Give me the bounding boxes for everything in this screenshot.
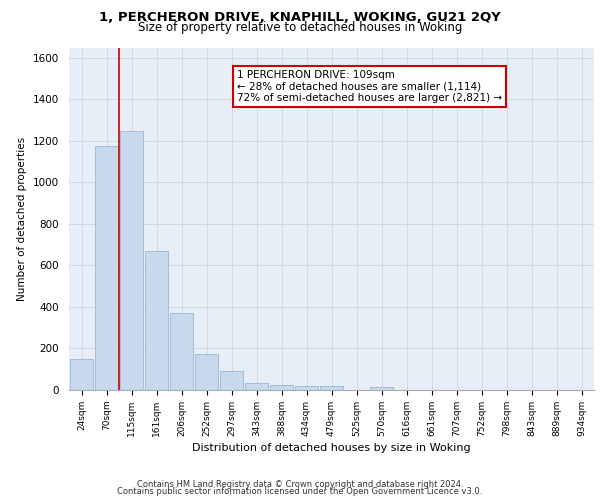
Bar [70, 359, 94, 390]
Text: 1 PERCHERON DRIVE: 109sqm
← 28% of detached houses are smaller (1,114)
72% of se: 1 PERCHERON DRIVE: 109sqm ← 28% of detac… [237, 70, 502, 103]
Bar [295, 386, 319, 390]
Bar [119, 130, 143, 390]
Bar [145, 251, 169, 390]
Text: Contains public sector information licensed under the Open Government Licence v3: Contains public sector information licen… [118, 487, 482, 496]
Bar [245, 382, 268, 390]
Bar [320, 386, 343, 390]
X-axis label: Distribution of detached houses by size in Woking: Distribution of detached houses by size … [192, 443, 471, 453]
Text: 1, PERCHERON DRIVE, KNAPHILL, WOKING, GU21 2QY: 1, PERCHERON DRIVE, KNAPHILL, WOKING, GU… [99, 11, 501, 24]
Bar [95, 146, 118, 390]
Bar [269, 385, 293, 390]
Text: Contains HM Land Registry data © Crown copyright and database right 2024.: Contains HM Land Registry data © Crown c… [137, 480, 463, 489]
Y-axis label: Number of detached properties: Number of detached properties [17, 136, 28, 301]
Bar [370, 387, 394, 390]
Bar [220, 372, 244, 390]
Bar [170, 313, 193, 390]
Bar [194, 354, 218, 390]
Text: Size of property relative to detached houses in Woking: Size of property relative to detached ho… [138, 21, 462, 34]
